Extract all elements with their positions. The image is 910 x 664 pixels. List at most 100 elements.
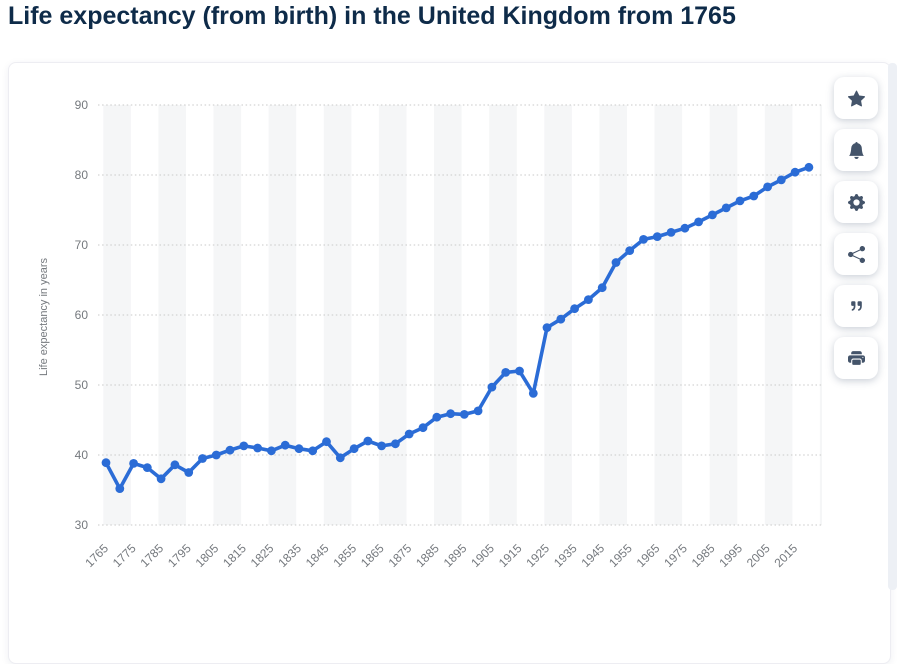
data-point[interactable] [680,223,690,233]
data-point[interactable] [363,436,373,446]
x-tick-label: 1985 [689,541,718,570]
y-tick-label: 70 [75,238,89,252]
x-tick-label: 1925 [523,541,552,570]
x-tick-label: 2005 [744,541,773,570]
data-point[interactable] [253,443,262,453]
star-icon [847,90,865,106]
data-point[interactable] [294,444,304,454]
data-point[interactable] [584,295,593,304]
data-point[interactable] [625,246,635,256]
data-point[interactable] [487,382,497,392]
data-point[interactable] [115,484,125,493]
data-point[interactable] [404,429,414,439]
y-tick-label: 50 [75,378,89,392]
data-point[interactable] [418,423,428,433]
data-point[interactable] [542,323,552,332]
data-point[interactable] [335,453,345,463]
x-tick-label: 1805 [193,541,222,570]
data-point[interactable] [308,446,318,456]
data-point[interactable] [198,454,207,463]
cite-button[interactable] [834,285,878,327]
data-point[interactable] [721,203,731,213]
x-tick-label: 1975 [661,541,690,570]
y-tick-label: 40 [75,448,89,462]
x-tick-label: 1885 [413,541,442,570]
data-point[interactable] [639,235,648,244]
x-tick-label: 1865 [358,541,387,570]
data-point[interactable] [322,437,331,447]
data-point[interactable] [666,228,676,237]
data-point[interactable] [391,439,400,449]
data-point[interactable] [556,314,566,324]
y-tick-label: 80 [75,168,89,182]
data-point[interactable] [239,441,249,451]
settings-button[interactable] [834,181,878,223]
data-point[interactable] [528,389,538,398]
x-tick-label: 1785 [137,541,166,570]
x-tick-label: 1775 [110,541,139,570]
x-tick-label: 1815 [220,541,249,570]
x-tick-label: 1845 [303,541,332,570]
data-point[interactable] [694,217,703,227]
data-point[interactable] [156,474,166,484]
share-button[interactable] [834,233,878,275]
x-tick-label: 1895 [441,541,470,570]
data-point[interactable] [446,409,455,419]
favorite-button[interactable] [834,77,878,119]
y-tick-label: 90 [75,98,89,112]
gear-icon [847,193,865,211]
data-point[interactable] [501,368,511,377]
data-point[interactable] [652,232,662,242]
plot-stripe [103,105,131,525]
data-point[interactable] [749,191,759,201]
data-point[interactable] [377,441,386,451]
x-tick-label: 1795 [165,541,194,570]
x-tick-label: 1825 [248,541,277,570]
x-tick-label: 1905 [468,541,497,570]
x-tick-label: 2015 [771,541,800,570]
x-tick-label: 1965 [634,541,663,570]
x-tick-label: 1945 [579,541,608,570]
x-tick-label: 1915 [496,541,525,570]
x-tick-label: 1835 [275,541,304,570]
data-point[interactable] [349,444,359,454]
y-axis-title: Life expectancy in years [38,257,50,376]
data-point[interactable] [473,406,483,416]
x-tick-label: 1855 [330,541,359,570]
scrollbar[interactable] [888,63,897,590]
x-tick-label: 1995 [716,541,745,570]
data-point[interactable] [763,182,772,192]
data-point[interactable] [101,458,111,468]
data-point[interactable] [267,446,276,456]
data-point[interactable] [597,283,607,293]
data-point[interactable] [211,450,221,460]
data-point[interactable] [225,445,235,455]
data-point[interactable] [804,162,814,172]
y-tick-label: 30 [75,518,89,532]
data-point[interactable] [515,366,524,376]
chart-toolbar [834,77,878,379]
data-point[interactable] [776,175,786,185]
data-point[interactable] [611,258,621,267]
data-point[interactable] [170,460,180,470]
bell-icon [848,141,864,159]
data-point[interactable] [790,167,800,177]
plot-stripe [599,105,627,525]
data-point[interactable] [129,459,139,468]
data-point[interactable] [459,410,469,419]
data-point[interactable] [735,196,745,206]
x-tick-label: 1935 [551,541,580,570]
alert-button[interactable] [834,129,878,171]
print-button[interactable] [834,337,878,379]
data-point[interactable] [184,468,194,477]
data-point[interactable] [280,440,290,450]
data-point[interactable] [708,210,717,220]
x-tick-label: 1955 [606,541,635,570]
x-tick-label: 1875 [386,541,415,570]
data-point[interactable] [570,304,579,314]
line-chart[interactable]: 3040506070809017651775178517951805181518… [0,55,895,590]
x-tick-label: 1765 [82,541,111,570]
share-icon [847,245,865,263]
data-point[interactable] [142,463,152,472]
data-point[interactable] [432,412,442,422]
